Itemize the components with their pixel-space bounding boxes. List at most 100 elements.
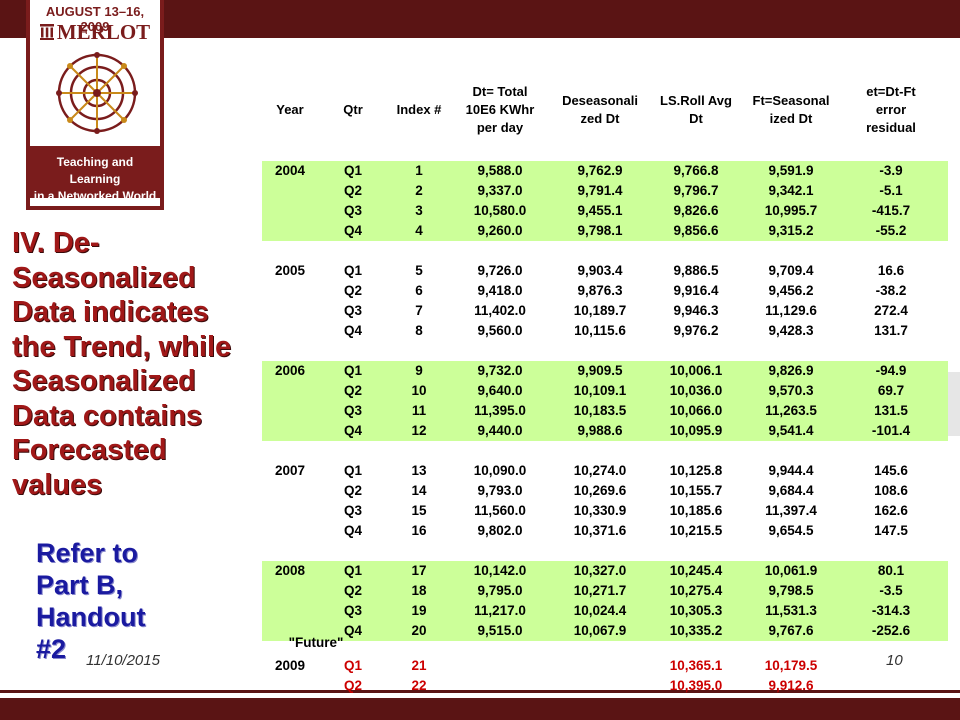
- et-cell: 16.6: [877, 263, 905, 278]
- qtr-cell: Q4: [343, 323, 362, 338]
- dt-cell: 11,395.0: [474, 403, 526, 418]
- ls-roll-cell: 10,305.3: [669, 603, 723, 618]
- qtr-cell: Q1: [343, 463, 362, 478]
- qtr-cell: Q3: [343, 403, 362, 418]
- title-line: Seasonalized: [12, 261, 196, 294]
- title-line: Data indicates: [12, 296, 209, 328]
- index-cell: 14: [411, 483, 427, 498]
- highlight-band: [262, 361, 948, 441]
- qtr-cell: Q2: [343, 583, 362, 598]
- ls-roll-cell: 9,976.2: [673, 323, 719, 338]
- et-cell: 80.1: [877, 563, 905, 578]
- logo-tagline-line: in a Networked World: [33, 189, 157, 203]
- et-cell: -5.1: [879, 183, 903, 198]
- dt-cell: 9,560.0: [477, 323, 523, 338]
- logo-tagline-line: Teaching and Learning: [56, 155, 134, 186]
- index-cell: 22: [411, 678, 427, 693]
- title-line: the Trend, while: [12, 330, 232, 363]
- ft-cell: 9,684.4: [768, 483, 814, 498]
- ls-roll-cell: 10,066.0: [669, 403, 723, 418]
- et-cell: -3.9: [879, 163, 903, 178]
- dt-cell: 9,588.0: [477, 163, 523, 178]
- ft-cell: 9,767.6: [768, 623, 814, 638]
- index-cell: 10: [411, 383, 427, 398]
- logo-name: MERLOT: [30, 20, 160, 45]
- ft-cell: 11,129.6: [765, 303, 817, 318]
- ft-cell: 11,531.3: [765, 603, 817, 618]
- ls-roll-cell: 10,155.7: [669, 483, 723, 498]
- highlight-band: [262, 561, 948, 641]
- ls-roll-cell: 9,916.4: [673, 283, 719, 298]
- globe-icon: [56, 52, 138, 134]
- logo-tagline: Teaching and Learning in a Networked Wor…: [30, 146, 160, 203]
- ls-roll-cell: 10,395.0: [669, 678, 723, 693]
- qtr-cell: Q2: [343, 678, 362, 693]
- bottom-band: [0, 698, 960, 720]
- ls-roll-cell: 10,185.6: [669, 503, 723, 518]
- qtr-cell: Q3: [343, 203, 362, 218]
- qtr-cell: Q4: [343, 523, 362, 538]
- dt-cell: 11,402.0: [474, 303, 526, 318]
- dt-cell: 9,732.0: [477, 363, 523, 378]
- deseasonalized-cell: 9,791.4: [577, 183, 623, 198]
- index-cell: 9: [415, 363, 423, 378]
- dt-cell: 10,142.0: [473, 563, 527, 578]
- header-ft: Ft=Seasonal ized Dt: [752, 93, 830, 126]
- dt-cell: 11,217.0: [474, 603, 526, 618]
- qtr-cell: Q1: [343, 658, 362, 673]
- qtr-cell: Q2: [343, 383, 362, 398]
- deseasonalized-cell: 10,330.9: [573, 503, 627, 518]
- index-cell: 21: [411, 658, 427, 673]
- year-cell: 2004: [274, 163, 306, 178]
- title-line: Data contains: [12, 399, 203, 432]
- refer-line: Part B,: [36, 570, 124, 600]
- ls-roll-cell: 9,856.6: [673, 223, 719, 238]
- deseasonalized-cell: 9,876.3: [577, 283, 623, 298]
- index-cell: 12: [411, 423, 427, 438]
- ls-roll-cell: 10,006.1: [669, 363, 723, 378]
- title-line: values: [12, 468, 103, 501]
- index-cell: 6: [415, 283, 423, 298]
- qtr-cell: Q2: [343, 183, 362, 198]
- et-cell: 272.4: [874, 303, 908, 318]
- dt-cell: 9,418.0: [477, 283, 523, 298]
- ls-roll-cell: 9,766.8: [673, 163, 719, 178]
- ft-cell: 9,798.5: [768, 583, 814, 598]
- refer-line: Handout: [36, 602, 146, 632]
- highlight-band: [262, 161, 948, 241]
- et-cell: 162.6: [874, 503, 908, 518]
- deseasonalized-cell: 10,067.9: [573, 623, 627, 638]
- ls-roll-cell: 9,886.5: [673, 263, 719, 278]
- qtr-cell: Q3: [343, 603, 362, 618]
- deseasonalized-cell: 9,798.1: [577, 223, 623, 238]
- index-cell: 11: [411, 403, 427, 418]
- ls-roll-cell: 9,826.6: [673, 203, 719, 218]
- et-cell: -314.3: [871, 603, 911, 618]
- et-cell: -3.5: [879, 583, 903, 598]
- index-cell: 3: [415, 203, 423, 218]
- index-cell: 18: [411, 583, 427, 598]
- ft-cell: 10,995.7: [764, 203, 818, 218]
- year-cell: 2008: [274, 563, 306, 578]
- index-cell: 16: [411, 523, 427, 538]
- deseasonalized-cell: 10,024.4: [573, 603, 627, 618]
- pillar-icon: [39, 24, 54, 40]
- deseasonalized-cell: 10,271.7: [573, 583, 627, 598]
- ft-cell: 9,456.2: [768, 283, 814, 298]
- dt-cell: 9,795.0: [477, 583, 523, 598]
- ft-cell: 9,826.9: [768, 363, 814, 378]
- index-cell: 8: [415, 323, 423, 338]
- et-cell: 108.6: [874, 483, 908, 498]
- dt-cell: 9,440.0: [477, 423, 523, 438]
- index-cell: 20: [411, 623, 427, 638]
- ls-roll-cell: 10,365.1: [669, 658, 723, 673]
- ft-cell: 9,428.3: [768, 323, 814, 338]
- deseasonalized-cell: 10,183.5: [573, 403, 627, 418]
- dt-cell: 10,090.0: [473, 463, 527, 478]
- ls-roll-cell: 10,036.0: [669, 383, 723, 398]
- qtr-cell: Q3: [343, 503, 362, 518]
- et-cell: 145.6: [874, 463, 908, 478]
- header-qtr: Qtr: [343, 102, 363, 117]
- header-et: et=Dt-Ft error residual: [866, 84, 916, 135]
- deseasonalized-cell: 9,455.1: [577, 203, 623, 218]
